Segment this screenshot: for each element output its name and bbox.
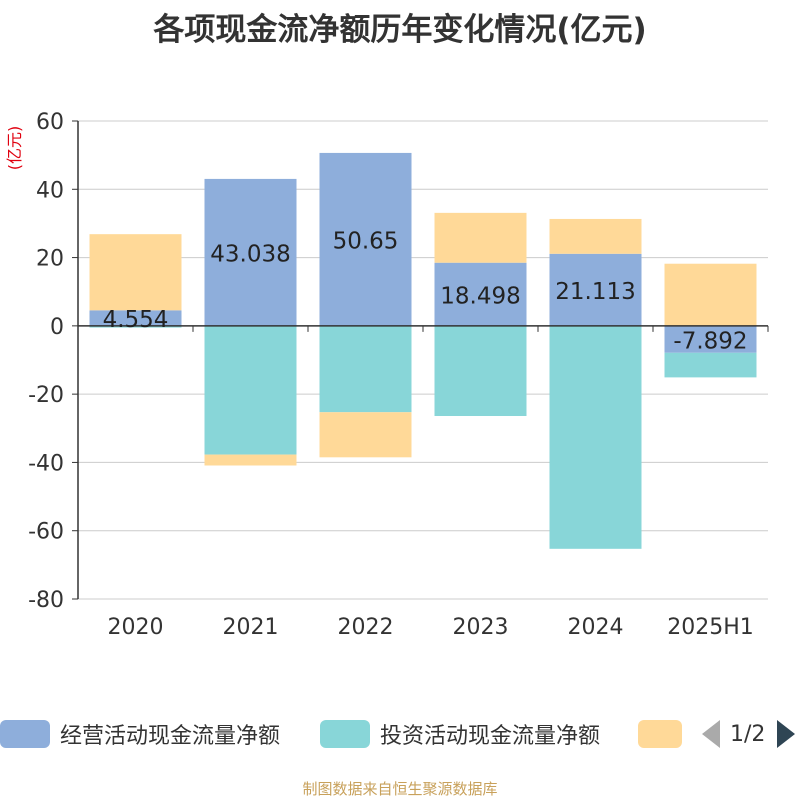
- bar-series-0: [204, 178, 297, 326]
- cash-flow-bar-chart: 60 40 20 0 -20 -40 -60 -80 2020 2021 2022 2023 2024 2…: [28, 110, 769, 640]
- bar-series-1: [204, 325, 297, 455]
- data-label: -7.892: [673, 328, 747, 354]
- bar-series-2: [319, 412, 412, 458]
- legend-label-operating: 经营活动现金流量净额: [60, 724, 281, 749]
- y-tick-label: -40: [28, 451, 64, 476]
- legend-swatch-third-series: [638, 720, 682, 748]
- data-label: 21.113: [555, 279, 635, 305]
- bar-series-1: [319, 325, 412, 413]
- bar-series-2: [204, 454, 297, 466]
- legend-pager: 1/2: [700, 714, 800, 754]
- y-tick-label: -20: [28, 383, 64, 408]
- bar-series-1: [664, 352, 757, 378]
- bar-series-2: [549, 218, 642, 254]
- y-tick-label: 60: [36, 110, 64, 135]
- y-tick-label: -60: [28, 520, 64, 545]
- bar-series-2: [664, 263, 757, 326]
- bar-series-2: [89, 234, 182, 311]
- x-tick-label: 2020: [108, 615, 164, 640]
- x-tick-label: 2022: [338, 615, 394, 640]
- legend-item-third-series[interactable]: [638, 714, 682, 754]
- data-label: 50.65: [333, 228, 399, 254]
- svg-text:(亿元): (亿元): [5, 126, 24, 171]
- bar-series-1: [89, 325, 182, 328]
- legend-swatch-investing: [320, 720, 370, 748]
- bar-series-0: [664, 325, 757, 353]
- bar-series-0: [319, 152, 412, 326]
- chart-title: 各项现金流净额历年变化情况(亿元): [153, 12, 647, 48]
- legend-page-indicator: 1/2: [730, 721, 766, 747]
- legend-item-investing[interactable]: 投资活动现金流量净额: [320, 714, 600, 754]
- y-tick-label: 20: [36, 247, 64, 272]
- legend: 经营活动现金流量净额 投资活动现金流量净额: [0, 714, 800, 754]
- data-label: 4.554: [103, 307, 169, 333]
- legend-swatch-operating: [0, 720, 50, 748]
- data-label: 18.498: [440, 283, 520, 309]
- bar-series-1: [549, 325, 642, 549]
- bar-series-1: [434, 325, 527, 416]
- bar-series-0: [549, 253, 642, 326]
- x-tick-label: 2024: [568, 615, 624, 640]
- legend-next-page-icon[interactable]: [777, 720, 796, 748]
- x-tick-label: 2025H1: [667, 615, 754, 640]
- y-tick-label: -80: [28, 588, 64, 613]
- data-source-note: 制图数据来自恒生聚源数据库: [302, 780, 498, 798]
- data-label: 43.038: [210, 241, 290, 267]
- y-axis-unit-label: (亿元): [5, 126, 24, 171]
- legend-item-operating[interactable]: 经营活动现金流量净额: [0, 714, 280, 754]
- x-tick-label: 2021: [223, 615, 279, 640]
- bar-series-0: [89, 310, 182, 326]
- x-tick-label: 2023: [453, 615, 509, 640]
- y-tick-label: 40: [36, 178, 64, 203]
- y-tick-label: 0: [50, 315, 64, 340]
- bar-series-0: [434, 262, 527, 326]
- legend-label-investing: 投资活动现金流量净额: [380, 724, 601, 749]
- legend-prev-page-icon[interactable]: [702, 720, 720, 748]
- bar-series-2: [434, 212, 527, 263]
